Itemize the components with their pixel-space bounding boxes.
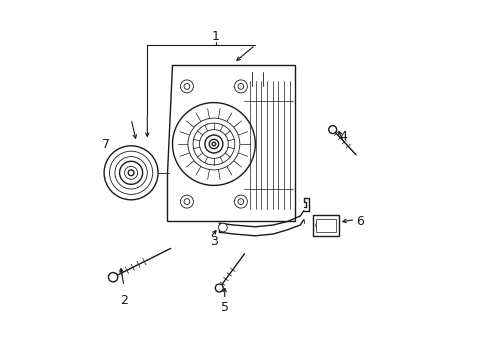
Circle shape <box>108 273 118 282</box>
Circle shape <box>180 80 193 93</box>
Circle shape <box>199 130 228 158</box>
Circle shape <box>183 199 189 204</box>
Circle shape <box>328 126 336 134</box>
Circle shape <box>204 135 223 153</box>
Bar <box>315 219 335 232</box>
Circle shape <box>209 139 218 149</box>
Circle shape <box>120 161 142 184</box>
Text: 7: 7 <box>102 138 110 150</box>
Text: 4: 4 <box>339 130 347 143</box>
Circle shape <box>215 284 223 292</box>
Circle shape <box>124 166 137 179</box>
Circle shape <box>187 118 239 170</box>
Circle shape <box>234 195 247 208</box>
Circle shape <box>172 103 255 185</box>
Circle shape <box>238 84 244 89</box>
Circle shape <box>212 142 215 146</box>
Text: 1: 1 <box>211 30 219 42</box>
Circle shape <box>234 80 247 93</box>
Circle shape <box>326 222 334 229</box>
Circle shape <box>315 222 322 229</box>
Text: 2: 2 <box>120 294 127 307</box>
Circle shape <box>193 123 234 165</box>
Circle shape <box>109 151 152 194</box>
Circle shape <box>218 223 227 232</box>
Circle shape <box>104 146 158 200</box>
Text: 3: 3 <box>209 235 217 248</box>
Circle shape <box>183 84 189 89</box>
Polygon shape <box>167 65 294 221</box>
Text: 6: 6 <box>355 215 363 228</box>
Text: 5: 5 <box>220 301 228 314</box>
Circle shape <box>128 170 134 176</box>
Bar <box>312 215 338 236</box>
Circle shape <box>238 199 244 204</box>
Circle shape <box>115 157 147 189</box>
Circle shape <box>180 195 193 208</box>
